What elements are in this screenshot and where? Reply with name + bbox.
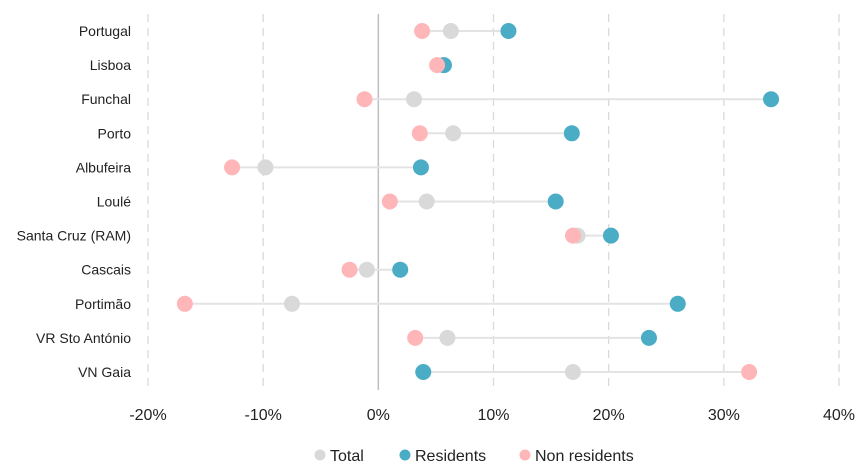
dot-non-residents (381, 193, 398, 210)
legend-marker-total (314, 449, 326, 461)
category-label: VN Gaia (78, 364, 131, 380)
category-label: Portugal (79, 23, 131, 39)
dot-residents (669, 295, 686, 312)
dot-non-residents (407, 329, 424, 346)
category-label: Lisboa (90, 57, 131, 73)
dot-total (439, 329, 456, 346)
dot-residents (415, 364, 432, 380)
dot-residents (563, 125, 580, 142)
dot-total (283, 295, 300, 312)
x-tick-label: 0% (367, 407, 390, 424)
dot-total (445, 125, 462, 142)
legend-label-residents: Residents (415, 448, 486, 461)
dot-total (564, 364, 581, 380)
dot-residents (640, 329, 657, 346)
connector-lines (184, 30, 772, 373)
x-axis-ticks: -20% -10% 0% 10% 20% 30% 40% (129, 407, 855, 424)
x-tick-label: 40% (823, 407, 855, 424)
dot-total (442, 23, 459, 39)
x-tick-label: 20% (593, 407, 625, 424)
x-tick-label: 10% (477, 407, 509, 424)
dot-residents (392, 261, 409, 278)
dot-non-residents (176, 295, 193, 312)
dot-residents (547, 193, 564, 210)
dot-non-residents (224, 159, 241, 176)
dot-total (418, 193, 435, 210)
dot-total (257, 159, 274, 176)
category-label: VR Sto António (36, 330, 131, 346)
category-label: Loulé (97, 194, 131, 210)
category-labels: Portugal Lisboa Funchal Porto Albufeira Loulé… (17, 23, 132, 380)
category-label: Funchal (81, 91, 131, 107)
legend-label-total: Total (330, 448, 364, 461)
legend-marker-residents (399, 449, 411, 461)
category-label: Santa Cruz (RAM) (17, 228, 131, 244)
legend-label-non-residents: Non residents (535, 448, 634, 461)
dot-non-residents (341, 261, 358, 278)
legend: Total Residents Non residents (314, 448, 634, 465)
x-tick-label: 30% (708, 407, 740, 424)
dot-non-residents (411, 125, 428, 142)
dot-total (358, 261, 375, 278)
data-points (176, 23, 780, 380)
dot-non-residents (741, 364, 758, 380)
dot-total (406, 91, 423, 108)
category-label: Portimão (75, 296, 131, 312)
dot-non-residents (564, 227, 581, 244)
gridlines (147, 14, 840, 390)
dot-non-residents (356, 91, 373, 108)
dot-residents (763, 91, 780, 108)
x-tick-label: -10% (244, 407, 281, 424)
legend-marker-non-residents (519, 449, 531, 461)
category-label: Cascais (81, 262, 131, 278)
dot-residents (602, 227, 619, 244)
dot-residents (500, 23, 517, 39)
dot-non-residents (414, 23, 431, 39)
x-tick-label: -20% (129, 407, 166, 424)
dot-non-residents (429, 57, 446, 74)
category-label: Porto (98, 125, 132, 141)
dot-residents (412, 159, 429, 176)
category-label: Albufeira (76, 159, 131, 175)
